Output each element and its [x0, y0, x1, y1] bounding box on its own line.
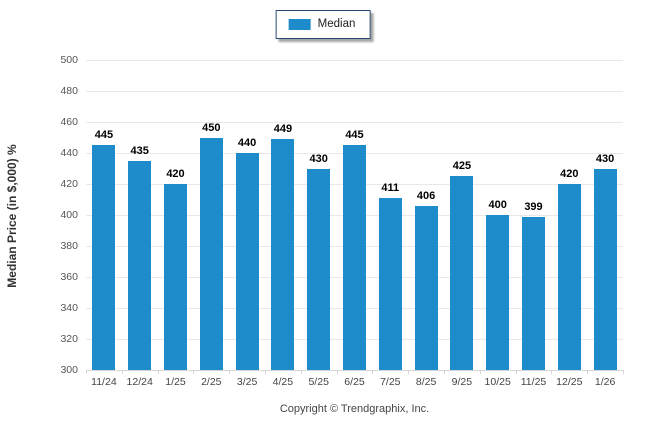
y-axis-tick-label: 460 [60, 116, 78, 128]
bar-value-label: 449 [273, 123, 293, 136]
y-axis-tick-label: 500 [60, 54, 78, 66]
x-axis-tick-label: 4/25 [272, 376, 294, 388]
bar-1-25 [164, 184, 187, 370]
x-axis-tick-mark [551, 370, 552, 374]
bar-value-label: 445 [345, 129, 364, 142]
x-axis-tick-mark [372, 370, 373, 374]
legend-swatch-icon [288, 19, 311, 30]
bar-value-label: 425 [452, 160, 472, 173]
x-axis-tick-mark [122, 370, 123, 374]
y-axis-tick-label: 400 [60, 209, 78, 221]
x-axis-tick-mark [337, 370, 338, 374]
bar-9-25 [450, 176, 474, 370]
bar-value-label: 440 [237, 137, 257, 149]
gridline [86, 60, 623, 61]
y-axis-tick-label: 420 [60, 178, 78, 190]
x-axis-tick-mark [158, 370, 159, 374]
legend[interactable]: Median [275, 10, 371, 39]
x-axis-tick-mark [516, 370, 517, 374]
y-axis-title: Median Price (in $,000) % [5, 144, 19, 288]
bar-value-label: 420 [560, 168, 579, 180]
x-axis-tick-mark [265, 370, 266, 374]
bar-12-25 [557, 184, 581, 370]
x-axis-tick-label: 1/26 [594, 376, 616, 388]
x-axis-tick-label: 7/25 [380, 376, 401, 388]
x-axis-tick-label: 12/24 [126, 376, 153, 388]
bar-value-label: 430 [595, 152, 615, 165]
y-axis-tick-label: 380 [60, 240, 78, 252]
y-axis-tick-label: 320 [60, 333, 78, 345]
x-axis-tick-label: 1/25 [165, 376, 186, 388]
bar-value-label: 450 [202, 121, 221, 134]
y-axis-tick-label: 440 [60, 147, 78, 159]
bar-4-25 [271, 139, 295, 370]
bar-2-25 [199, 137, 223, 370]
x-axis-tick-label: 11/24 [91, 376, 117, 388]
x-axis-tick-label: 9/25 [451, 376, 473, 388]
y-axis-tick-label: 300 [60, 364, 78, 376]
x-axis-line [86, 370, 623, 371]
bar-8-25 [414, 205, 438, 370]
bar-value-label: 399 [524, 200, 543, 213]
x-axis-tick-label: 12/25 [556, 376, 583, 388]
bar-value-label: 445 [94, 129, 114, 142]
bar-1-26 [593, 168, 617, 370]
bar-10-25 [486, 215, 510, 370]
x-axis-tick-label: 2/25 [201, 376, 222, 388]
x-axis-tick-mark [193, 370, 194, 374]
x-axis-tick-mark [480, 370, 481, 374]
x-axis-tick-mark [623, 370, 624, 374]
x-axis-tick-mark [229, 370, 230, 374]
y-axis-tick-label: 360 [60, 271, 78, 283]
bar-3-25 [235, 153, 259, 370]
x-axis-tick-mark [301, 370, 302, 374]
bar-value-label: 411 [381, 181, 400, 194]
x-axis-tick-label: 5/25 [308, 376, 329, 388]
x-axis-tick-mark [408, 370, 409, 374]
bar-value-label: 420 [166, 168, 185, 180]
x-axis-tick-mark [587, 370, 588, 374]
x-axis-tick-mark [86, 370, 87, 374]
legend-label: Median [317, 17, 356, 30]
bar-6-25 [343, 145, 366, 370]
gridline [86, 122, 623, 123]
bar-11-25 [522, 216, 545, 370]
x-axis-tick-label: 10/25 [484, 376, 511, 388]
x-axis-tick-mark [444, 370, 445, 374]
bar-value-label: 430 [309, 152, 328, 165]
x-axis-tick-label: 8/25 [415, 376, 437, 388]
plot-area: 300 320 340 360 380 400 420 440 460 480 500 445 11/2… [60, 54, 624, 388]
x-axis-tick-label: 3/25 [236, 376, 258, 388]
bar-7-25 [378, 197, 402, 370]
y-axis-tick-label: 480 [60, 85, 78, 97]
bar-value-label: 435 [130, 144, 149, 157]
gridline [86, 91, 623, 92]
copyright-text: Copyright © Trendgraphix, Inc. [279, 403, 430, 415]
bar-5-25 [307, 168, 331, 370]
bar-11-24 [92, 145, 116, 370]
bar-value-label: 400 [488, 199, 507, 211]
x-axis-tick-label: 11/25 [520, 376, 547, 388]
bar-value-label: 406 [416, 189, 436, 202]
y-axis-tick-label: 340 [60, 302, 78, 314]
bar-12-24 [128, 160, 152, 370]
x-axis-tick-label: 6/25 [344, 376, 365, 388]
